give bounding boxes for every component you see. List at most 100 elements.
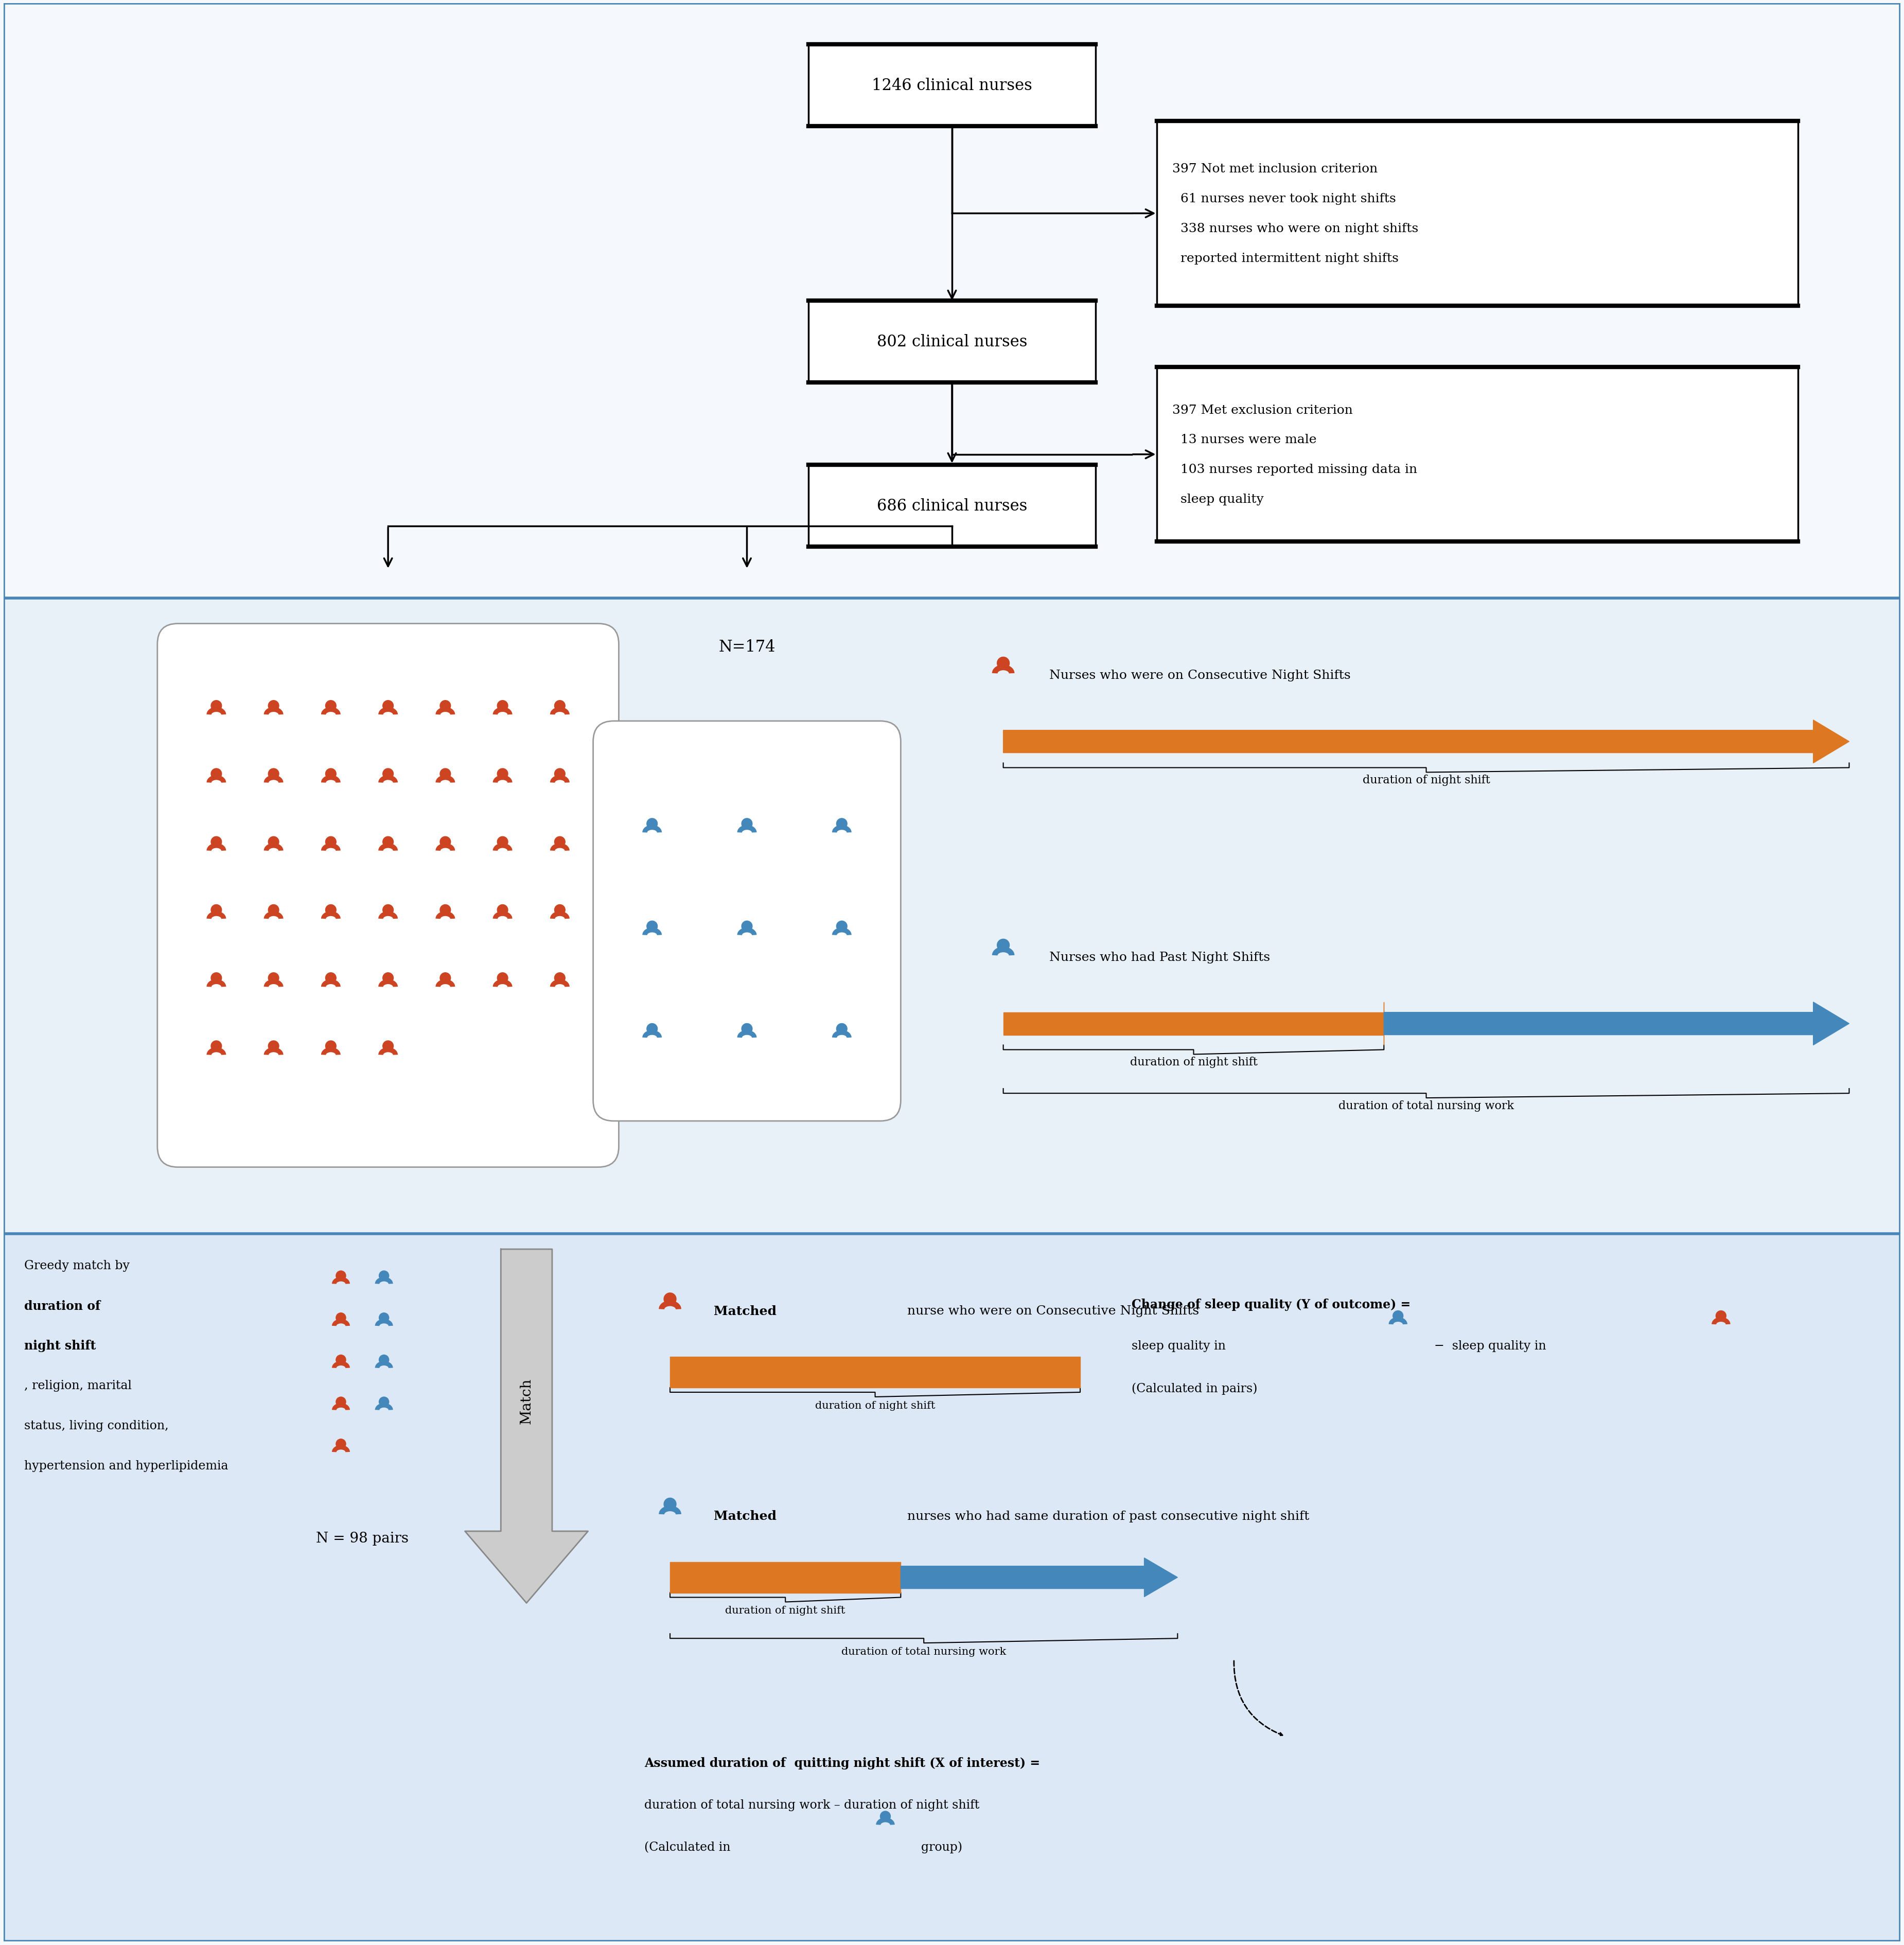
Text: Assumed duration of  quitting night shift (X of interest) =: Assumed duration of quitting night shift… — [644, 1756, 1040, 1770]
FancyBboxPatch shape — [809, 465, 1095, 547]
Text: hypertension and hyperlipidemia: hypertension and hyperlipidemia — [25, 1459, 228, 1470]
Circle shape — [741, 1023, 752, 1035]
Circle shape — [440, 836, 451, 848]
Polygon shape — [901, 1558, 1177, 1597]
Circle shape — [440, 768, 451, 780]
Text: (Calculated in pairs): (Calculated in pairs) — [1131, 1383, 1257, 1395]
Text: Matched: Matched — [714, 1305, 777, 1317]
FancyBboxPatch shape — [4, 599, 1900, 1233]
FancyBboxPatch shape — [594, 722, 901, 1120]
Text: Matched: Matched — [714, 1509, 777, 1523]
Circle shape — [497, 836, 508, 848]
Circle shape — [497, 700, 508, 712]
Circle shape — [1716, 1311, 1727, 1321]
Circle shape — [383, 904, 394, 916]
Text: nurses who had same duration of past consecutive night shift: nurses who had same duration of past con… — [902, 1509, 1310, 1521]
FancyBboxPatch shape — [158, 624, 619, 1167]
Circle shape — [440, 972, 451, 984]
FancyBboxPatch shape — [809, 45, 1095, 126]
Text: Nurses who had Past Night Shifts: Nurses who had Past Night Shifts — [1049, 951, 1270, 963]
Text: Change of sleep quality (Y of outcome) =: Change of sleep quality (Y of outcome) = — [1131, 1297, 1411, 1311]
Text: Nurses who were on Consecutive Night Shifts: Nurses who were on Consecutive Night Shi… — [1049, 669, 1350, 681]
Circle shape — [554, 972, 565, 984]
Circle shape — [335, 1313, 347, 1323]
Circle shape — [998, 939, 1009, 951]
Circle shape — [497, 768, 508, 780]
Circle shape — [497, 904, 508, 916]
Text: N=512: N=512 — [360, 640, 417, 655]
Circle shape — [379, 1313, 388, 1323]
FancyBboxPatch shape — [4, 4, 1900, 599]
Text: nurse who were on Consecutive Night Shifts: nurse who were on Consecutive Night Shif… — [902, 1305, 1200, 1317]
Circle shape — [211, 836, 221, 848]
Text: duration of night shift: duration of night shift — [1129, 1056, 1257, 1068]
Text: duration of night shift: duration of night shift — [725, 1607, 845, 1616]
Text: group): group) — [914, 1842, 963, 1854]
Text: 686 clinical nurses: 686 clinical nurses — [876, 498, 1028, 513]
Circle shape — [1394, 1311, 1403, 1321]
Circle shape — [268, 1041, 278, 1052]
Text: status, living condition,: status, living condition, — [25, 1420, 169, 1432]
Circle shape — [379, 1270, 388, 1282]
Circle shape — [335, 1356, 347, 1365]
Circle shape — [554, 904, 565, 916]
Polygon shape — [465, 1249, 588, 1603]
Circle shape — [211, 904, 221, 916]
Circle shape — [741, 819, 752, 829]
Text: night shift: night shift — [25, 1340, 95, 1352]
Text: duration of total nursing work: duration of total nursing work — [1339, 1101, 1514, 1111]
Circle shape — [379, 1356, 388, 1365]
Circle shape — [497, 972, 508, 984]
Text: duration of night shift: duration of night shift — [815, 1400, 935, 1410]
Text: duration of total nursing work – duration of night shift: duration of total nursing work – duratio… — [644, 1799, 979, 1811]
Circle shape — [326, 1041, 337, 1052]
Text: sleep quality in: sleep quality in — [1131, 1340, 1234, 1352]
Text: Greedy match by: Greedy match by — [25, 1260, 133, 1272]
Text: Match: Match — [520, 1377, 533, 1424]
Circle shape — [836, 922, 847, 932]
Circle shape — [383, 972, 394, 984]
Polygon shape — [1003, 1002, 1384, 1044]
Circle shape — [335, 1397, 347, 1406]
Circle shape — [383, 700, 394, 712]
Circle shape — [268, 836, 278, 848]
Circle shape — [647, 922, 657, 932]
FancyBboxPatch shape — [1158, 368, 1797, 543]
Circle shape — [664, 1293, 676, 1305]
FancyBboxPatch shape — [4, 1233, 1900, 1941]
Circle shape — [383, 1041, 394, 1052]
Text: reported intermittent night shifts: reported intermittent night shifts — [1173, 253, 1399, 265]
Circle shape — [664, 1498, 676, 1511]
Circle shape — [383, 768, 394, 780]
Circle shape — [379, 1397, 388, 1406]
Polygon shape — [1003, 720, 1849, 762]
Text: 338 nurses who were on night shifts: 338 nurses who were on night shifts — [1173, 224, 1418, 235]
Circle shape — [335, 1439, 347, 1449]
Circle shape — [211, 700, 221, 712]
Text: duration of: duration of — [25, 1299, 101, 1313]
FancyBboxPatch shape — [809, 301, 1095, 383]
Circle shape — [554, 836, 565, 848]
Text: 1246 clinical nurses: 1246 clinical nurses — [872, 78, 1032, 93]
Text: duration of night shift: duration of night shift — [1363, 774, 1491, 786]
Circle shape — [211, 768, 221, 780]
Circle shape — [268, 768, 278, 780]
Circle shape — [880, 1811, 891, 1821]
Circle shape — [998, 657, 1009, 669]
Text: , religion, marital: , religion, marital — [25, 1379, 131, 1391]
Circle shape — [836, 819, 847, 829]
Text: (Calculated in: (Calculated in — [644, 1842, 739, 1854]
Text: N=174: N=174 — [718, 640, 775, 655]
Circle shape — [836, 1023, 847, 1035]
Text: 103 nurses reported missing data in: 103 nurses reported missing data in — [1173, 463, 1417, 475]
Circle shape — [554, 700, 565, 712]
Circle shape — [211, 1041, 221, 1052]
FancyBboxPatch shape — [1158, 121, 1797, 305]
Polygon shape — [1384, 1002, 1849, 1044]
Circle shape — [647, 1023, 657, 1035]
Circle shape — [647, 819, 657, 829]
Text: 802 clinical nurses: 802 clinical nurses — [876, 335, 1028, 350]
Text: N = 98 pairs: N = 98 pairs — [316, 1531, 409, 1544]
Text: sleep quality: sleep quality — [1173, 494, 1264, 506]
Circle shape — [326, 768, 337, 780]
